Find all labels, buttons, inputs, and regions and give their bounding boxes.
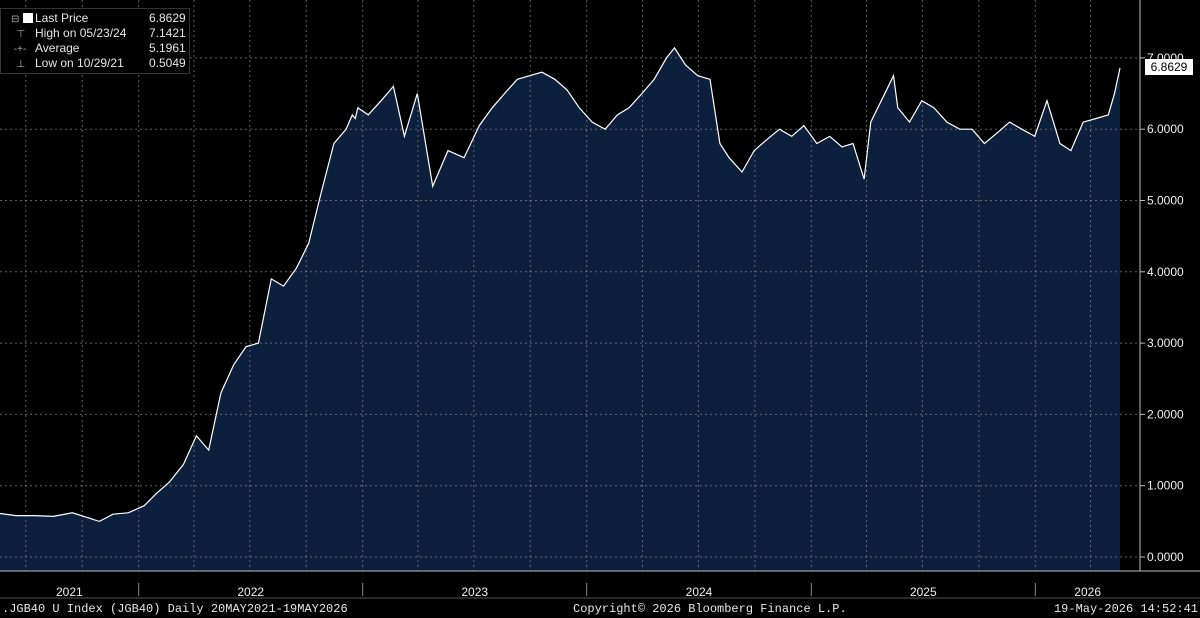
y-tick-label: 0.0000: [1147, 550, 1184, 564]
y-tick-label: 3.0000: [1147, 336, 1184, 350]
chart-legend: ⊟ Last Price 6.8629 ⊤ High on 05/23/24 7…: [0, 8, 190, 74]
footer-security-info: .JGB40 U Index (JGB40) Daily 20MAY2021-1…: [2, 602, 348, 616]
collapse-icon[interactable]: ⊟: [11, 14, 20, 25]
legend-low-value: 0.5049: [149, 56, 186, 70]
legend-row-high: ⊤ High on 05/23/24 7.1421: [5, 26, 189, 41]
low-marker-icon: ⊥: [11, 59, 26, 70]
legend-row-average: -+- Average 5.1961: [5, 41, 189, 56]
price-area: [0, 47, 1120, 571]
legend-last-price-label: Last Price: [35, 11, 89, 25]
y-tick-label: 6.0000: [1147, 122, 1184, 136]
y-tick-label: 5.0000: [1147, 194, 1184, 208]
x-tick-label: 2025: [910, 585, 937, 599]
y-tick-label: 4.0000: [1147, 265, 1184, 279]
last-price-swatch: [23, 13, 33, 23]
legend-average-label: Average: [35, 41, 80, 55]
average-marker-icon: -+-: [11, 44, 27, 55]
legend-high-value: 7.1421: [149, 26, 186, 40]
legend-row-low: ⊥ Low on 10/29/21 0.5049: [5, 56, 189, 71]
footer-timestamp: 19-May-2026 14:52:41: [1053, 602, 1198, 616]
last-value-tag: 6.8629: [1145, 59, 1193, 75]
x-tick-label: 2022: [237, 585, 264, 599]
x-tick-label: 2026: [1074, 585, 1101, 599]
y-tick-label: 2.0000: [1147, 407, 1184, 421]
legend-low-label: Low on 10/29/21: [35, 56, 124, 70]
x-tick-label: 2024: [686, 585, 713, 599]
x-tick-label: 2023: [461, 585, 488, 599]
footer-copyright: Copyright© 2026 Bloomberg Finance L.P.: [573, 602, 847, 616]
price-line: [0, 46, 1121, 523]
legend-average-value: 5.1961: [149, 41, 186, 55]
legend-last-price-value: 6.8629: [149, 11, 186, 25]
high-marker-icon: ⊤: [11, 29, 26, 40]
legend-row-last-price: ⊟ Last Price 6.8629: [5, 11, 189, 26]
legend-high-label: High on 05/23/24: [35, 26, 127, 40]
y-tick-label: 1.0000: [1147, 479, 1184, 493]
x-tick-label: 2021: [56, 585, 83, 599]
